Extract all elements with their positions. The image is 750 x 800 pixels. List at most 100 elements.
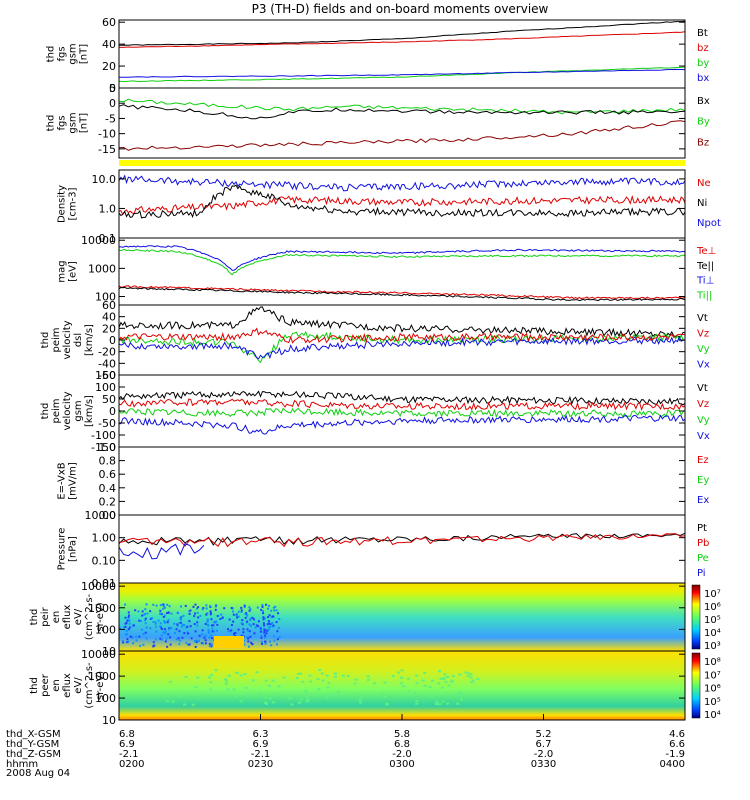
legend-entry: Npot xyxy=(697,218,721,229)
spectrogram-cell xyxy=(267,684,271,687)
spectrogram-cell xyxy=(199,614,202,617)
spectrogram-cell xyxy=(268,628,271,631)
x-tick-label: 6.9 xyxy=(119,739,135,750)
series-line-vx xyxy=(118,335,686,360)
spectrogram-cell xyxy=(225,680,229,683)
spectrogram-cell xyxy=(152,603,155,606)
y-axis-label: [nT] xyxy=(79,44,90,64)
spectrogram-cell xyxy=(275,609,278,612)
spectrogram-cell xyxy=(257,625,260,628)
spectrogram-cell xyxy=(196,624,199,627)
spectrogram-cell xyxy=(255,624,258,627)
spectrogram-cell xyxy=(195,639,198,642)
spectrogram-cell xyxy=(171,700,175,703)
series-line-vt xyxy=(118,390,686,406)
spectrogram-cell xyxy=(251,617,254,620)
y-tick-label: 0 xyxy=(109,405,116,418)
spectrogram-cell xyxy=(246,628,249,631)
spectrogram-cell xyxy=(201,608,204,611)
y-axis-label: (cm^2-s- xyxy=(84,662,95,709)
spectrogram-cell xyxy=(267,622,270,625)
y-tick-label: 1.0 xyxy=(99,202,117,215)
spectrogram-cell xyxy=(251,643,254,646)
spectrogram-cell xyxy=(402,685,406,688)
spectrogram-cell xyxy=(415,682,419,685)
y-tick-label: -50 xyxy=(98,417,116,430)
spectrogram-cell xyxy=(248,623,251,626)
spectrogram-cell xyxy=(184,675,188,678)
y-tick-label: -15 xyxy=(98,143,116,156)
legend-entry: Pt xyxy=(697,523,707,534)
spectrogram-cell xyxy=(459,691,463,694)
spectrogram-cell xyxy=(209,613,212,616)
spectrogram-cell xyxy=(234,634,237,637)
spectrogram-cell xyxy=(232,613,235,616)
spectrogram-cell xyxy=(169,643,172,646)
spectrogram-cell xyxy=(321,679,325,682)
spectrogram-cell xyxy=(242,628,245,631)
panel-7: 0.00.20.40.60.81.0 E=-VxB [mV/m] Ez Ey Ex xyxy=(57,441,710,522)
spectrogram-cell xyxy=(273,639,276,642)
spectrogram-cell xyxy=(145,637,148,640)
y-axis-label: [km/s] xyxy=(84,324,95,356)
spectrogram-cell xyxy=(144,617,147,620)
spectrogram-cell xyxy=(173,631,176,634)
spectrogram-cell xyxy=(210,673,214,676)
spectrogram-cell xyxy=(160,613,163,616)
spectrogram-cell xyxy=(167,633,170,636)
y-tick-label: -10 xyxy=(98,128,116,141)
x-tick-label: -2.0 xyxy=(392,749,412,760)
spectrogram-cell xyxy=(407,690,411,693)
spectrogram-cell xyxy=(227,630,230,633)
spectrogram-cell xyxy=(179,618,182,621)
spectrogram-cell xyxy=(195,641,198,644)
legend-entry: Vy xyxy=(697,344,710,355)
y-tick-label: 1000 xyxy=(88,262,116,275)
y-tick-label: 0 xyxy=(109,97,116,110)
spectrogram-cell xyxy=(206,612,209,615)
y-tick-label: 40 xyxy=(102,38,116,51)
spectrogram-cell xyxy=(131,636,134,639)
spectrogram-cell xyxy=(423,671,427,674)
spectrogram-cell xyxy=(290,703,294,706)
y-axis-label: peir xyxy=(40,606,51,626)
spectrogram-cell xyxy=(268,697,272,700)
spectrogram-cell xyxy=(266,629,269,632)
spectrogram-cell xyxy=(247,645,250,648)
spectrogram-cell xyxy=(194,686,198,689)
spectrogram-cell xyxy=(210,634,213,637)
spectrogram-cell xyxy=(188,620,191,623)
spectrogram-cell xyxy=(125,633,128,636)
spectrogram-cell xyxy=(276,630,279,633)
spectrogram-cell xyxy=(142,643,145,646)
series-line-pb xyxy=(118,533,686,548)
spectrogram-cell xyxy=(272,606,275,609)
y-axis-label: thd xyxy=(46,46,57,63)
y-tick-label: 0.2 xyxy=(99,495,117,508)
spectrogram-cell xyxy=(183,632,186,635)
spectrogram-cell xyxy=(415,702,419,705)
spectrogram-cell xyxy=(264,696,268,699)
spectrogram-cell xyxy=(204,642,207,645)
spectrogram-cell xyxy=(406,677,410,680)
y-tick-label: 100 xyxy=(95,692,116,705)
spectrogram-cell xyxy=(244,686,248,689)
spectrogram xyxy=(119,583,685,651)
panel-9: 10⁷ 10⁶ 10⁵ 10⁴ 10³ 10000 1000 100 10 thd peir en ef… xyxy=(29,580,721,658)
spectrogram-cell xyxy=(272,624,275,627)
spectrogram-cell xyxy=(247,640,250,643)
panel-frame xyxy=(118,446,686,516)
y-tick-label: 100 xyxy=(95,381,116,394)
spectrogram-cell xyxy=(193,640,196,643)
spectrogram-cell xyxy=(248,630,251,633)
y-axis-label: fgs xyxy=(57,115,68,130)
spectrogram-cell xyxy=(216,623,219,626)
spectrogram-cell xyxy=(253,618,256,621)
spectrogram-cell xyxy=(143,613,146,616)
spectrogram-cell xyxy=(341,674,345,677)
spectrogram-cell xyxy=(202,642,205,645)
spectrogram-cell xyxy=(168,605,171,608)
x-tick-label: 6.6 xyxy=(669,739,685,750)
spectrogram-cell xyxy=(209,681,213,684)
y-axis-label: [km/s] xyxy=(84,395,95,427)
